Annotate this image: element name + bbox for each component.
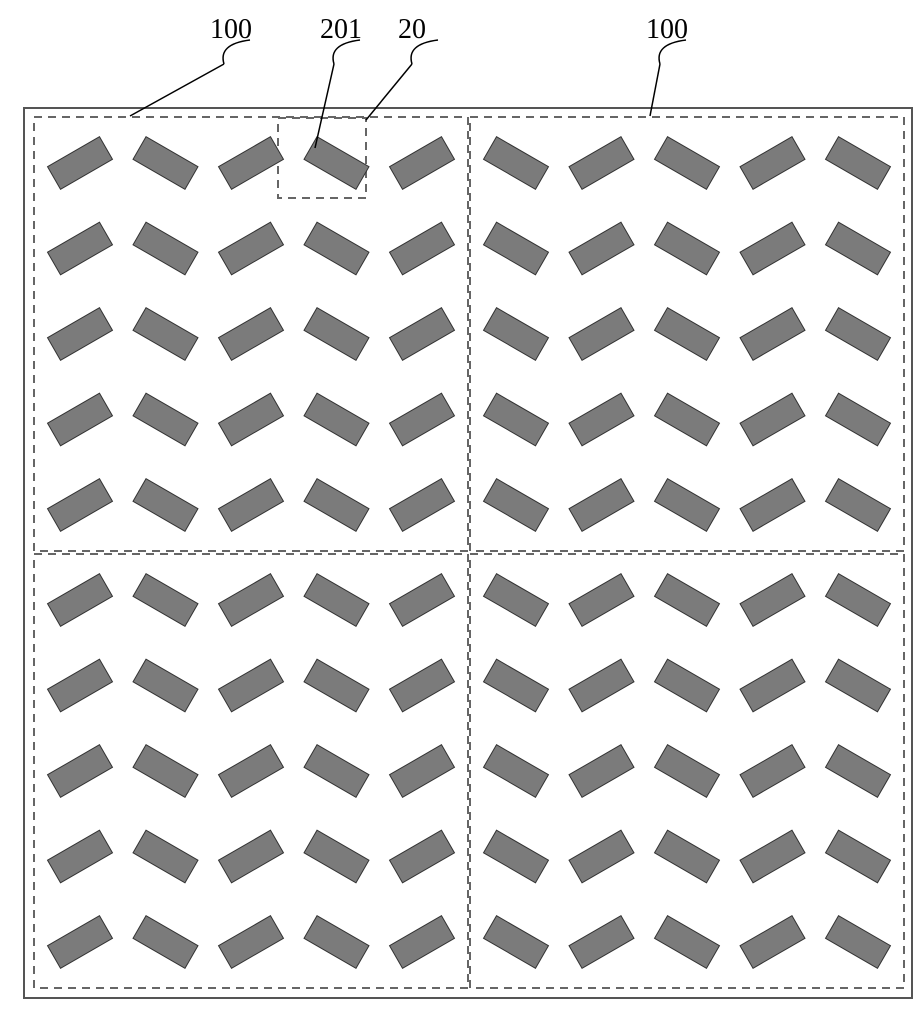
lbl-100-right: 100 (646, 14, 688, 45)
lbl-201: 201 (320, 14, 362, 45)
lbl-20: 20 (398, 14, 426, 45)
figure-svg: 100 201 20 100 (10, 10, 919, 1010)
figure-stage: 100 201 20 100 (10, 10, 919, 1010)
lbl-100-left: 100 (210, 14, 252, 45)
